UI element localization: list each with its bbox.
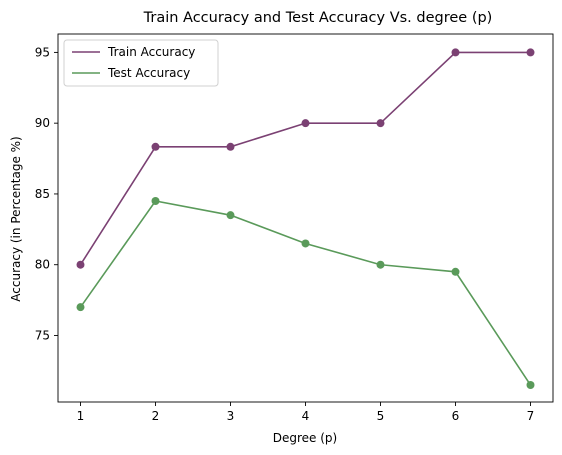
x-axis: 1 2 3 4 5 6 7 — [77, 402, 535, 423]
x-tick-label: 3 — [227, 409, 235, 423]
legend-box — [63, 39, 219, 87]
series-2-point — [76, 303, 85, 312]
plot-frame — [57, 33, 554, 403]
series-1-point — [226, 142, 235, 151]
series-1-point — [151, 142, 160, 151]
x-tick-label: 7 — [527, 409, 535, 423]
x-tick-label: 2 — [152, 409, 160, 423]
series-line-2 — [79, 200, 532, 386]
series-1-point — [526, 48, 535, 57]
y-tick-label: 90 — [35, 116, 50, 130]
series-2-point — [226, 211, 235, 220]
series-2-point — [376, 260, 385, 269]
chart-title: Train Accuracy and Test Accuracy Vs. deg… — [143, 10, 493, 26]
y-tick-label: 75 — [35, 328, 50, 342]
legend: Train Accuracy Test Accuracy — [63, 39, 219, 87]
legend-label: Test Accuracy — [107, 66, 190, 80]
series-layer — [76, 48, 535, 390]
x-tick-label: 6 — [452, 409, 460, 423]
series-2-point — [526, 381, 535, 390]
x-tick-label: 5 — [377, 409, 385, 423]
y-tick-label: 80 — [35, 258, 50, 272]
y-axis: 75 80 85 90 95 — [35, 45, 58, 342]
x-tick-label: 4 — [302, 409, 310, 423]
y-axis-label: Accuracy (in Percentage %) — [9, 136, 23, 301]
series-1-point — [451, 48, 460, 57]
series-2-point — [451, 267, 460, 276]
series-2-point — [301, 239, 310, 248]
plot-area — [57, 33, 554, 403]
x-tick-label: 1 — [77, 409, 85, 423]
series-1-point — [301, 119, 310, 128]
series-2-point — [151, 197, 160, 206]
series-1-point — [376, 119, 385, 128]
series-1-point — [76, 260, 85, 269]
legend-label: Train Accuracy — [107, 45, 195, 59]
y-tick-label: 95 — [35, 45, 50, 59]
y-tick-label: 85 — [35, 187, 50, 201]
x-axis-label: Degree (p) — [273, 431, 337, 445]
